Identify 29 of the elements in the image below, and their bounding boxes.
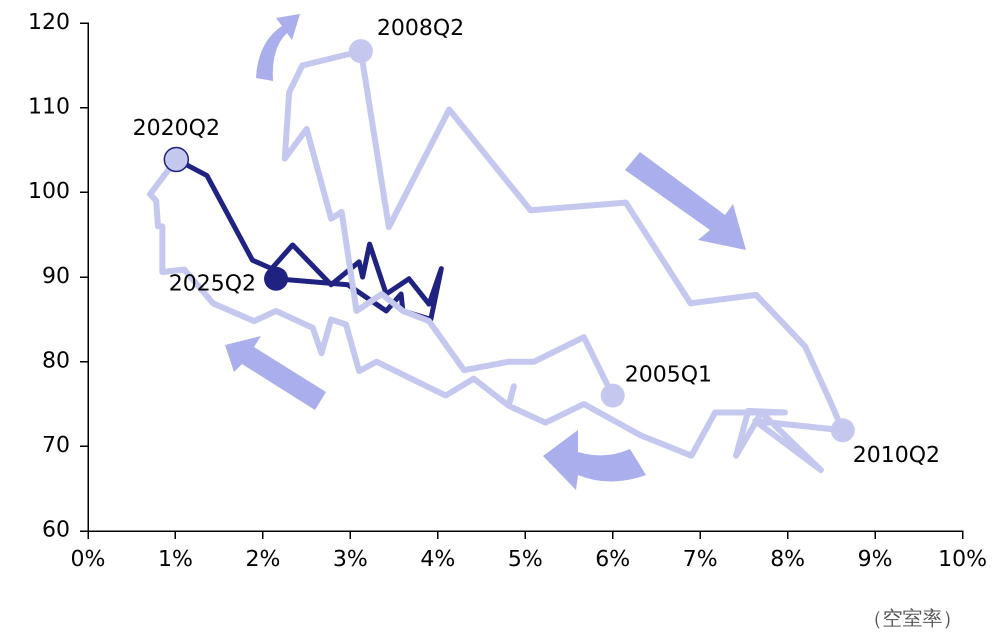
annotation: 2005Q1 [624, 362, 712, 388]
y-tick-label: 80 [42, 348, 70, 374]
annotation: 2025Q2 [168, 272, 256, 297]
point [830, 418, 855, 442]
y-tick-label: 70 [42, 433, 70, 458]
x-tick-label: 10% [938, 546, 988, 572]
point [264, 266, 288, 291]
annotation: 2010Q2 [852, 443, 940, 468]
y-tick-label: 90 [42, 264, 70, 289]
point [600, 384, 625, 408]
point [348, 39, 373, 64]
y-tick-label: 100 [28, 179, 70, 204]
y-tick-label: 120 [28, 10, 70, 35]
annotation: 2008Q2 [376, 16, 464, 41]
x-tick-label: 7% [682, 546, 718, 572]
y-tick-label: 110 [28, 94, 70, 120]
x-tick-label: 8% [770, 546, 806, 572]
x-tick-label: 9% [858, 546, 893, 572]
x-tick-label: 6% [595, 546, 630, 572]
annotation: 2020Q2 [132, 116, 220, 142]
x-tick-label: 4% [420, 546, 456, 572]
x-tick-label: 0% [70, 546, 106, 572]
x-tick-label: 2% [245, 546, 280, 572]
point [164, 146, 190, 172]
x-axis-title: （空室率） [862, 606, 963, 630]
x-tick-label: 5% [508, 546, 543, 572]
y-tick-label: 60 [42, 518, 70, 543]
x-tick-label: 3% [332, 546, 368, 572]
x-tick-label: 1% [158, 546, 193, 572]
